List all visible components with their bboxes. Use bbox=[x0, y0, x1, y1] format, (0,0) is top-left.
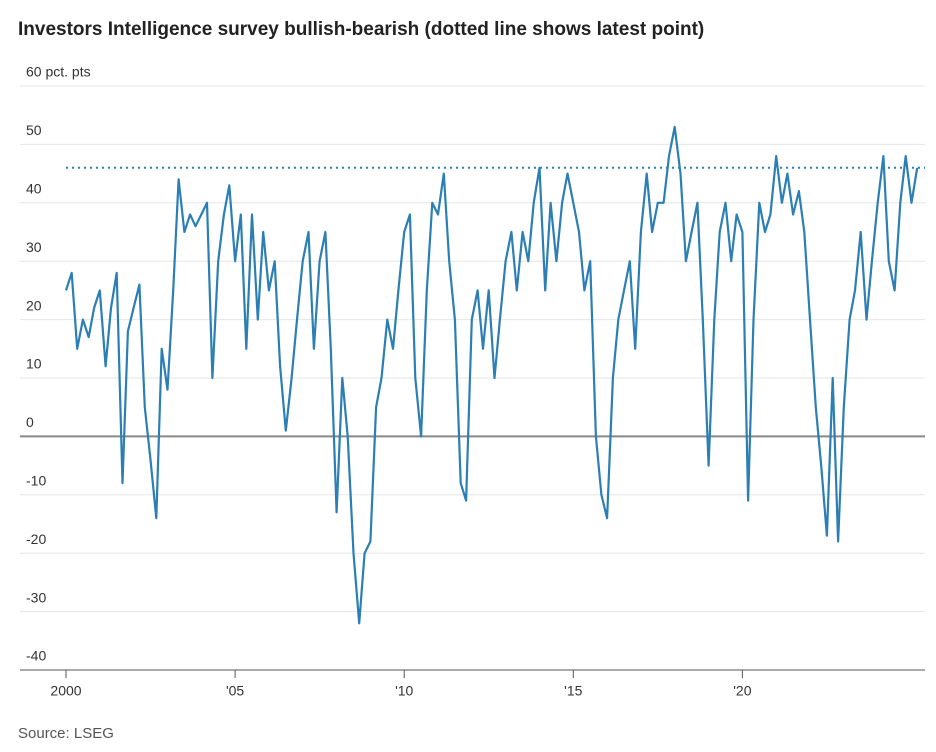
y-tick-label: -10 bbox=[26, 473, 46, 489]
y-tick-label: 30 bbox=[26, 239, 42, 255]
source: Source: LSEG bbox=[18, 725, 114, 742]
chart-title: Investors Intelligence survey bullish-be… bbox=[18, 19, 704, 40]
y-tick-label: 10 bbox=[26, 356, 42, 372]
y-tick-label: 60 pct. pts bbox=[26, 64, 91, 80]
y-tick-label: -40 bbox=[26, 648, 46, 664]
x-tick-label: '10 bbox=[395, 683, 413, 699]
x-tick-label: '05 bbox=[226, 683, 244, 699]
y-tick-label: -30 bbox=[26, 589, 46, 605]
x-tick-label: '20 bbox=[733, 683, 751, 699]
y-tick-label: 20 bbox=[26, 297, 42, 313]
x-tick-label: '15 bbox=[564, 683, 582, 699]
y-tick-label: 50 bbox=[26, 122, 42, 138]
y-tick-label: 40 bbox=[26, 181, 42, 197]
x-tick-label: 2000 bbox=[50, 683, 81, 699]
y-tick-label: -20 bbox=[26, 531, 46, 547]
data-line bbox=[64, 125, 919, 625]
y-tick-label: 0 bbox=[26, 414, 34, 430]
